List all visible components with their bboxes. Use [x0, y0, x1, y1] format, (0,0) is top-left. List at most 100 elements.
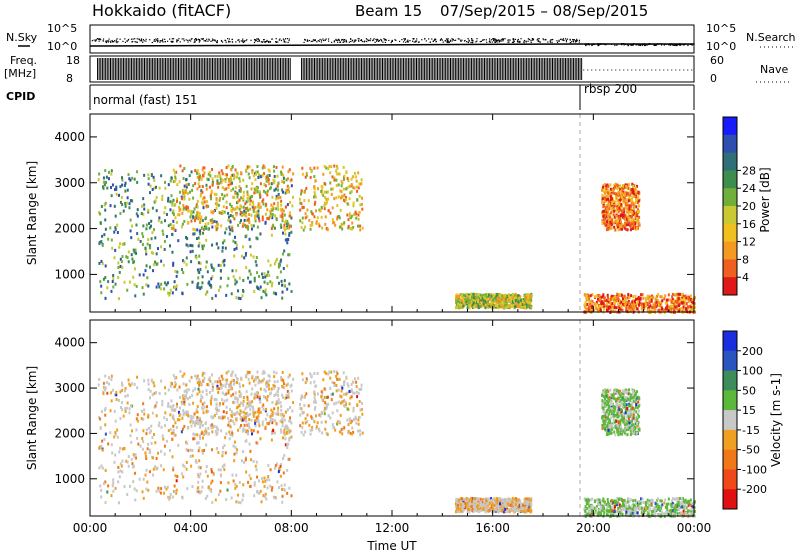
power-cell	[247, 217, 250, 221]
power-cell	[221, 249, 224, 253]
velocity-cell	[259, 437, 262, 441]
power-cell	[117, 276, 120, 280]
power-cell	[614, 297, 617, 301]
power-cell	[232, 207, 235, 211]
power-cell	[586, 294, 589, 298]
velocity-cell	[200, 489, 203, 493]
power-cell	[455, 295, 458, 299]
power-cell	[213, 192, 216, 196]
power-cell	[276, 184, 279, 188]
velocity-cell	[136, 375, 139, 379]
power-cell	[514, 299, 517, 303]
power-cell	[98, 261, 101, 265]
power-cell	[210, 285, 213, 289]
velocity-cell	[254, 396, 257, 400]
power-cell	[512, 303, 515, 307]
nsky-point	[257, 38, 259, 40]
power-cell	[624, 222, 627, 226]
power-cell	[666, 305, 669, 309]
power-cell	[684, 294, 687, 298]
power-cell	[183, 192, 186, 196]
velocity-cell	[352, 430, 355, 434]
power-cell	[313, 166, 316, 170]
nsky-point	[264, 41, 266, 43]
velocity-cell	[265, 382, 268, 386]
velocity-cell	[239, 423, 242, 427]
power-cell	[279, 260, 282, 264]
power-cell	[261, 218, 264, 222]
power-cell	[587, 308, 590, 312]
velocity-cell	[235, 473, 238, 477]
velocity-cell	[127, 455, 130, 459]
power-cell	[236, 200, 239, 204]
power-cell	[612, 298, 615, 302]
nsky-point	[486, 41, 488, 43]
power-cell	[246, 196, 249, 200]
power-cell	[242, 290, 245, 294]
power-cell	[223, 187, 226, 191]
power-cell	[313, 191, 316, 195]
power-cell	[352, 226, 355, 230]
power-cell	[229, 214, 232, 218]
velocity-cell	[231, 379, 234, 383]
power-cell	[185, 256, 188, 260]
colorbar-swatch	[723, 188, 737, 207]
nsky-point	[493, 39, 495, 42]
power-cell	[185, 205, 188, 209]
power-cell	[223, 263, 226, 267]
velocity-cell	[214, 498, 217, 502]
power-cell	[182, 204, 185, 208]
nsky-point	[140, 39, 142, 41]
velocity-cell	[123, 447, 126, 451]
power-cell	[224, 179, 227, 183]
nsky-point	[395, 39, 397, 42]
power-cell	[115, 188, 118, 192]
nsky-point	[407, 41, 409, 43]
power-cell	[327, 167, 330, 171]
nsky-point	[536, 39, 538, 41]
colorbar-swatch	[723, 241, 737, 260]
velocity-cell	[152, 473, 155, 477]
power-cell	[627, 192, 630, 196]
power-cell	[598, 294, 601, 298]
power-cell	[107, 177, 110, 181]
nsky-point	[537, 40, 540, 42]
power-cell	[172, 180, 175, 184]
nsky-point	[451, 40, 453, 42]
velocity-cell	[174, 382, 177, 386]
power-cell	[269, 263, 272, 267]
velocity-cell	[101, 439, 104, 443]
power-cell	[273, 202, 276, 206]
power-cell	[179, 164, 182, 168]
velocity-cell	[188, 379, 191, 383]
power-cell	[170, 176, 173, 180]
power-cell	[605, 298, 608, 302]
nsky-point	[198, 39, 200, 41]
velocity-cell	[177, 410, 180, 414]
power-cell	[282, 231, 285, 235]
power-cell	[633, 211, 636, 215]
power-cell	[306, 215, 309, 219]
power-cell	[504, 303, 507, 307]
velocity-cell	[161, 399, 164, 403]
power-cell	[104, 264, 107, 268]
velocity-cell	[212, 471, 215, 475]
nsky-point	[479, 41, 481, 43]
power-cell	[619, 217, 622, 221]
power-cell	[628, 216, 631, 220]
power-cell	[99, 212, 102, 216]
nsky-point	[674, 44, 676, 46]
nsky-point	[160, 40, 162, 42]
velocity-cell	[151, 411, 154, 415]
nsky-point	[360, 39, 362, 41]
nsky-point	[385, 39, 387, 42]
power-cell	[236, 205, 239, 209]
power-cell	[355, 185, 358, 189]
velocity-cell	[216, 387, 219, 391]
power-cell	[246, 206, 249, 210]
velocity-cell	[231, 419, 234, 423]
power-cell	[193, 219, 196, 223]
velocity-cell	[254, 464, 257, 468]
power-cell	[313, 215, 316, 219]
power-cell	[615, 196, 618, 200]
